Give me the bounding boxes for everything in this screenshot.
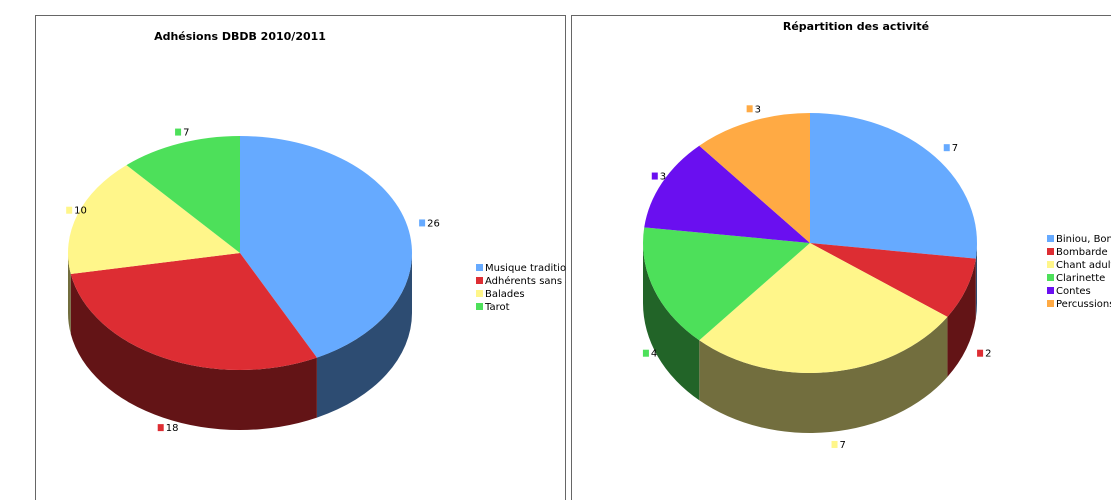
legend-key: [1047, 274, 1054, 281]
legend-label: Percussions: [1056, 299, 1111, 310]
slice: [70, 253, 317, 371]
slice-side: [947, 258, 976, 377]
slice: [126, 136, 240, 253]
value-label: 3: [660, 172, 666, 183]
value-label: 10: [74, 206, 87, 217]
value-label-key: [419, 219, 426, 227]
legend-key: [1047, 261, 1054, 268]
slice-side: [643, 243, 700, 401]
value-label-key: [651, 172, 658, 180]
value-label-key: [977, 349, 984, 357]
slice-side: [316, 253, 412, 418]
slice: [810, 113, 977, 259]
value-label: 7: [952, 143, 958, 154]
chart: Répartition des activité 7 2 7 4 3 3 Biniou, B…: [571, 15, 1111, 500]
legend-key: [1047, 287, 1054, 294]
legend-label: Chant adult: [1056, 260, 1111, 271]
value-label: 7: [840, 440, 846, 451]
value-label: 3: [755, 104, 761, 115]
slice-side: [975, 243, 977, 319]
chart: Adhésions DBDB 2010/2011 26 18 10 7 Musique …: [35, 15, 566, 500]
slice-side: [699, 316, 948, 433]
legend-label: Musique tradition: [485, 263, 566, 274]
chart-title: Répartition des activité: [783, 20, 929, 33]
legend-label: Clarinette: [1056, 273, 1105, 284]
slice: [644, 145, 810, 243]
value-label: 18: [166, 423, 179, 434]
value-label-key: [943, 144, 950, 152]
legend-label: Contes: [1056, 286, 1091, 297]
slice-side: [68, 253, 71, 334]
legend-label: Biniou, Bon: [1056, 234, 1111, 245]
legend-key: [1047, 248, 1054, 255]
legend-label: Bombarde: [1056, 247, 1108, 258]
value-label-key: [831, 440, 838, 448]
value-label: 2: [985, 349, 991, 360]
slice: [240, 136, 413, 358]
slice: [699, 243, 948, 373]
legend-key: [476, 303, 483, 310]
value-label-key: [66, 206, 73, 214]
chart-title: Adhésions DBDB 2010/2011: [154, 30, 326, 43]
value-label: 26: [427, 218, 440, 229]
slice: [643, 227, 810, 341]
slice: [699, 113, 810, 243]
value-label-key: [175, 128, 182, 136]
slice: [810, 243, 976, 317]
value-label-key: [642, 349, 649, 357]
chart-border: [571, 15, 1111, 500]
value-label-key: [157, 424, 164, 432]
legend-key: [476, 290, 483, 297]
value-label: 4: [651, 349, 657, 360]
value-label-key: [746, 105, 753, 113]
legend-label: Balades: [485, 289, 525, 300]
legend-key: [1047, 235, 1054, 242]
slice-side: [70, 273, 317, 431]
legend-key: [476, 264, 483, 271]
chart-border: [35, 15, 566, 500]
legend-label: Adhérents sans a: [485, 275, 566, 287]
value-label: 7: [183, 128, 189, 139]
legend-label: Tarot: [484, 302, 510, 313]
legend-key: [1047, 300, 1054, 307]
legend-key: [476, 277, 483, 284]
slice: [68, 165, 240, 274]
